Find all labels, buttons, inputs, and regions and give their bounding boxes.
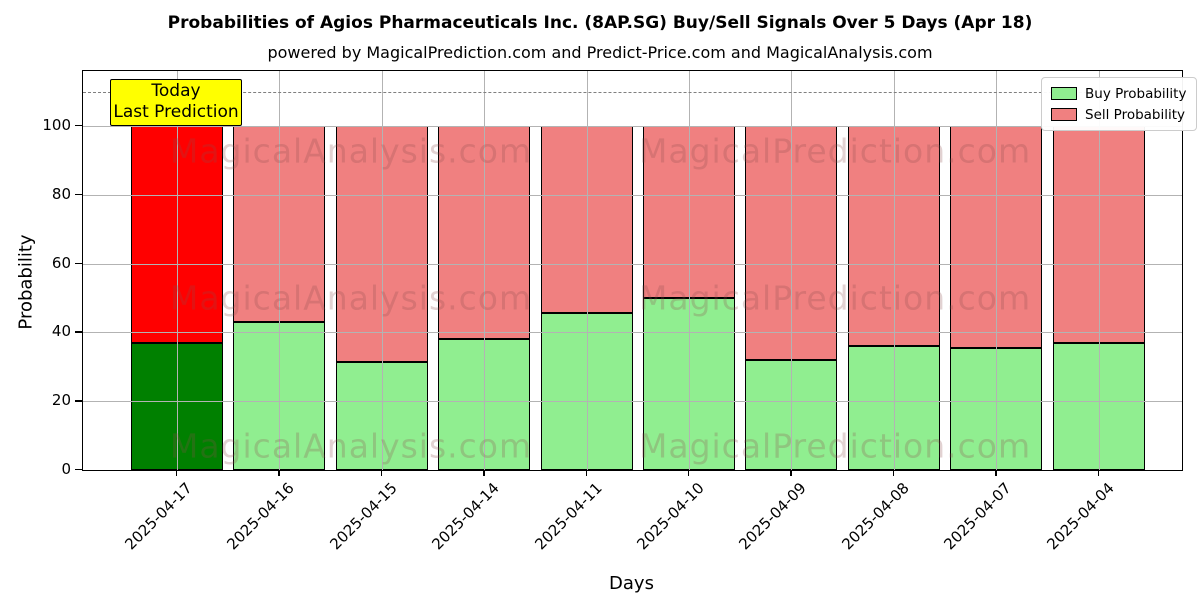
grid-line-x-2025-04-14 bbox=[484, 71, 486, 470]
x-tick-2025-04-10 bbox=[688, 469, 690, 476]
grid-line-x-2025-04-08 bbox=[893, 71, 895, 470]
grid-line-y-40 bbox=[83, 332, 1182, 334]
x-tick-2025-04-08 bbox=[892, 469, 895, 476]
sell-swatch-icon bbox=[1051, 108, 1077, 121]
y-tick-label-60: 60 bbox=[51, 253, 71, 272]
x-tick-2025-04-16 bbox=[278, 469, 280, 476]
x-tick-2025-04-09 bbox=[790, 469, 792, 476]
y-tick-label-40: 40 bbox=[51, 322, 71, 341]
grid-line-x-2025-04-17 bbox=[177, 71, 178, 470]
y-tick-label-80: 80 bbox=[51, 184, 71, 203]
y-tick-label-20: 20 bbox=[51, 391, 71, 410]
y-tick-20 bbox=[75, 400, 82, 402]
y-axis-label: Probability bbox=[15, 234, 37, 330]
y-tick-label-100: 100 bbox=[42, 116, 71, 135]
x-tick-label-2025-04-10: 2025-04-10 bbox=[633, 479, 708, 554]
x-tick-label-2025-04-11: 2025-04-11 bbox=[530, 479, 606, 554]
x-tick-2025-04-17 bbox=[176, 469, 178, 476]
grid-line-x-2025-04-16 bbox=[279, 71, 281, 470]
today-annotation: Today Last Prediction bbox=[110, 79, 242, 126]
x-tick-2025-04-11 bbox=[585, 469, 587, 476]
x-tick-label-2025-04-07: 2025-04-07 bbox=[940, 479, 1015, 554]
chart-title: Probabilities of Agios Pharmaceuticals I… bbox=[167, 13, 1033, 33]
legend-label-buy: Buy Probability bbox=[1085, 85, 1187, 102]
watermark-left-1: MagicalAnalysis.com bbox=[169, 278, 533, 318]
grid-line-y-100 bbox=[83, 126, 1182, 128]
plot-area: MagicalAnalysis.com MagicalPrediction.com… bbox=[82, 70, 1183, 471]
watermark-right-2: MagicalPrediction.com bbox=[638, 426, 1032, 466]
x-tick-label-2025-04-15: 2025-04-15 bbox=[326, 479, 401, 554]
x-tick-label-2025-04-04: 2025-04-04 bbox=[1042, 479, 1118, 554]
watermark-right-0: MagicalPrediction.com bbox=[638, 131, 1032, 171]
legend-item-sell: Sell Probability bbox=[1051, 104, 1186, 125]
grid-line-x-2025-04-11 bbox=[586, 71, 588, 470]
y-tick-0 bbox=[75, 469, 82, 471]
x-tick-label-2025-04-08: 2025-04-08 bbox=[838, 479, 913, 554]
watermark-left-0: MagicalAnalysis.com bbox=[169, 131, 533, 171]
annotation-line-1: Today bbox=[151, 81, 201, 101]
y-tick-40 bbox=[75, 331, 82, 333]
x-tick-2025-04-07 bbox=[995, 469, 997, 476]
x-tick-label-2025-04-14: 2025-04-14 bbox=[428, 479, 503, 554]
legend-item-buy: Buy Probability bbox=[1051, 83, 1186, 104]
chart-subtitle: powered by MagicalPrediction.com and Pre… bbox=[267, 43, 933, 62]
grid-line-x-2025-04-04 bbox=[1098, 71, 1100, 470]
y-tick-100 bbox=[75, 125, 82, 127]
grid-line-x-2025-04-07 bbox=[996, 71, 998, 470]
annotation-line-2: Last Prediction bbox=[113, 102, 239, 122]
y-tick-80 bbox=[75, 193, 82, 196]
x-tick-2025-04-15 bbox=[380, 469, 383, 476]
watermark-right-1: MagicalPrediction.com bbox=[638, 278, 1032, 318]
x-tick-label-2025-04-09: 2025-04-09 bbox=[735, 479, 811, 554]
x-tick-label-2025-04-16: 2025-04-16 bbox=[223, 479, 299, 554]
x-axis-label: Days bbox=[609, 573, 654, 594]
x-tick-label-2025-04-17: 2025-04-17 bbox=[121, 479, 196, 554]
dashed-threshold-line bbox=[83, 91, 1182, 93]
watermark-left-2: MagicalAnalysis.com bbox=[169, 426, 533, 466]
grid-line-x-2025-04-09 bbox=[791, 71, 793, 470]
grid-line-y-80 bbox=[83, 194, 1182, 196]
grid-line-y-60 bbox=[83, 263, 1182, 265]
x-tick-2025-04-14 bbox=[483, 469, 485, 476]
grid-line-y-20 bbox=[83, 401, 1182, 403]
legend: Buy Probability Sell Probability bbox=[1041, 77, 1198, 131]
legend-label-sell: Sell Probability bbox=[1085, 106, 1186, 123]
y-tick-label-0: 0 bbox=[61, 460, 71, 478]
buy-swatch-icon bbox=[1051, 87, 1077, 100]
x-tick-2025-04-04 bbox=[1097, 469, 1099, 476]
y-tick-60 bbox=[75, 262, 82, 264]
grid-line-x-2025-04-15 bbox=[381, 71, 383, 470]
grid-line-x-2025-04-10 bbox=[689, 71, 690, 470]
